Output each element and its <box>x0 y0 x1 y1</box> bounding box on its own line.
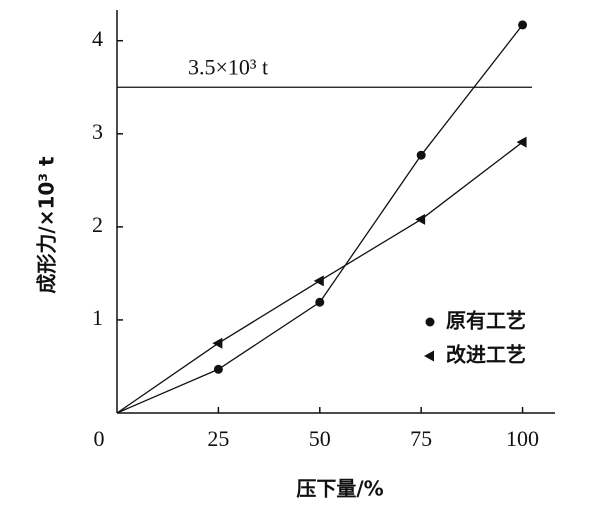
x-tick-label: 0 <box>94 426 105 451</box>
legend-marker <box>425 317 435 327</box>
point <box>516 136 527 148</box>
point <box>315 297 325 307</box>
y-tick-label: 2 <box>92 212 103 237</box>
y-tick-label: 3 <box>92 119 103 144</box>
point <box>518 20 528 30</box>
legend-label: 改进工艺 <box>446 343 526 367</box>
y-axis-label: 成形力/×10³ t <box>35 156 59 294</box>
point <box>416 150 426 160</box>
reference-label: 3.5×10³ t <box>188 54 268 79</box>
legend-marker <box>424 350 434 362</box>
y-tick-label: 4 <box>92 26 103 51</box>
x-tick-label: 50 <box>309 426 331 451</box>
x-axis-label: 压下量/% <box>296 477 383 501</box>
x-tick-label: 75 <box>410 426 432 451</box>
x-tick-label: 100 <box>506 426 539 451</box>
point <box>213 364 223 374</box>
point <box>415 213 426 225</box>
point <box>313 275 324 287</box>
legend-label: 原有工艺 <box>446 309 526 333</box>
point <box>212 337 223 349</box>
x-tick-label: 25 <box>207 426 229 451</box>
y-tick-label: 1 <box>92 305 103 330</box>
